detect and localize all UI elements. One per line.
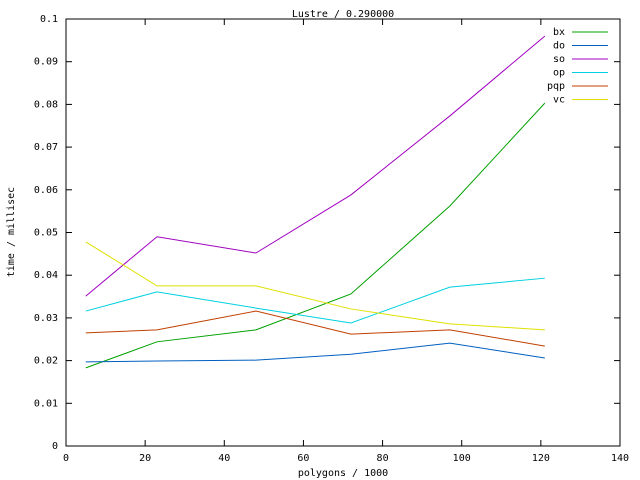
x-tick-label: 120 xyxy=(532,453,550,464)
legend-label: op xyxy=(553,68,565,79)
y-tick-label: 0.05 xyxy=(34,228,58,239)
y-tick-label: 0.03 xyxy=(34,313,58,324)
y-axis-label: time / millisec xyxy=(6,187,17,277)
y-tick-label: 0.09 xyxy=(34,57,58,68)
legend-label: do xyxy=(553,41,565,52)
plot-border xyxy=(65,18,621,447)
series-line xyxy=(85,342,545,363)
x-tick-label: 0 xyxy=(63,453,69,464)
y-tick-label: 0.04 xyxy=(34,270,58,281)
legend-label: so xyxy=(553,54,565,65)
y-tick-label: 0.1 xyxy=(40,14,58,25)
y-tick-label: 0.08 xyxy=(34,99,58,110)
y-tick-label: 0 xyxy=(52,441,58,452)
legend-label: pqp xyxy=(547,81,565,92)
x-tick-label: 40 xyxy=(218,453,230,464)
y-tick-label: 0.01 xyxy=(34,398,58,409)
x-tick-label: 140 xyxy=(611,453,629,464)
chart-title: Lustre / 0.290000 xyxy=(292,9,394,20)
y-tick-label: 0.02 xyxy=(34,356,58,367)
x-tick-label: 100 xyxy=(453,453,471,464)
x-axis-label: polygons / 1000 xyxy=(298,468,388,479)
x-tick-label: 80 xyxy=(377,453,389,464)
legend-label: bx xyxy=(553,27,565,38)
x-tick-label: 60 xyxy=(297,453,309,464)
legend-label: vc xyxy=(553,95,565,106)
series-line xyxy=(85,241,545,331)
series-line xyxy=(85,35,546,297)
series-line xyxy=(85,277,545,324)
x-tick-label: 20 xyxy=(139,453,151,464)
y-tick-label: 0.07 xyxy=(34,142,58,153)
y-tick-label: 0.06 xyxy=(34,185,58,196)
series-line xyxy=(85,310,545,347)
series-line xyxy=(85,102,546,369)
